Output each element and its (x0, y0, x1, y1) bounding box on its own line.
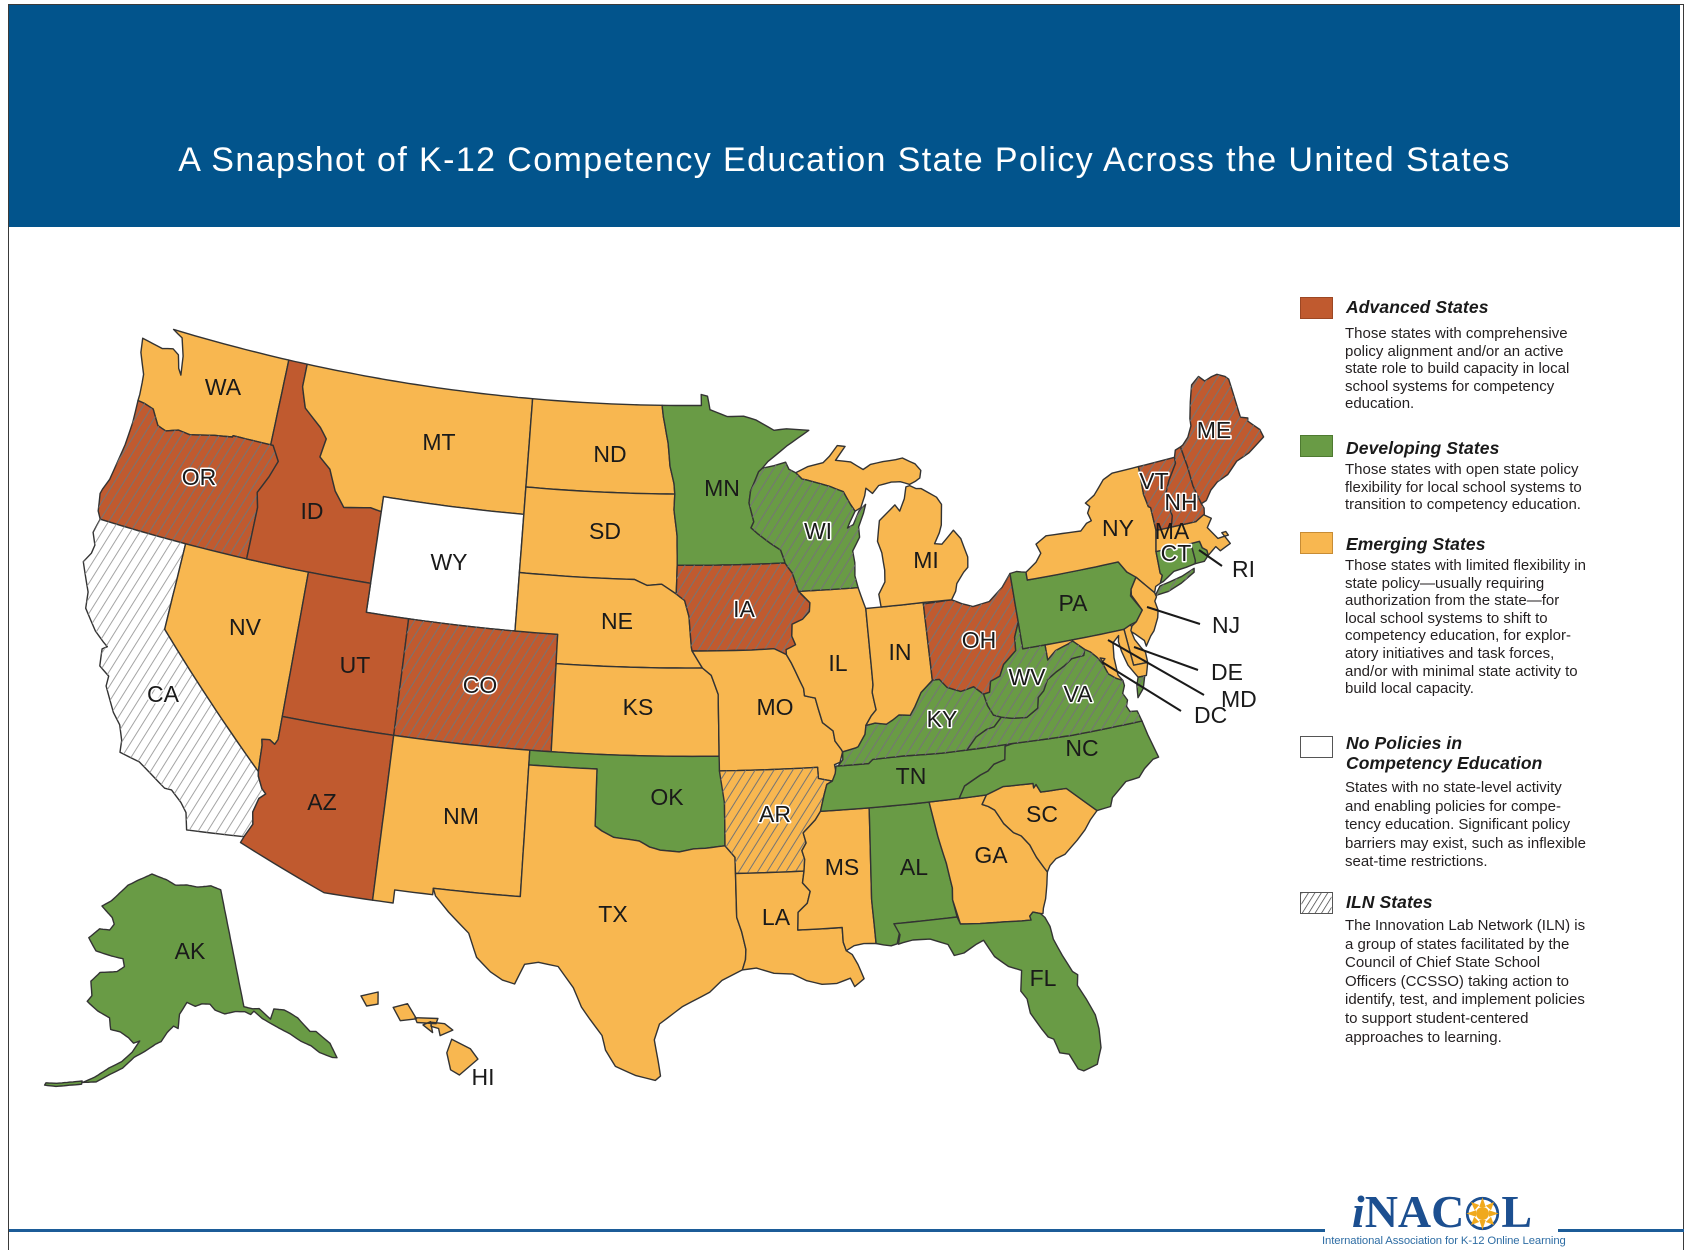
svg-text:LA: LA (762, 904, 791, 930)
svg-text:ME: ME (1197, 417, 1232, 443)
svg-text:VA: VA (1064, 681, 1094, 707)
svg-text:OK: OK (650, 784, 684, 810)
svg-text:SD: SD (589, 518, 621, 544)
svg-text:MI: MI (913, 547, 939, 573)
svg-text:NH: NH (1164, 489, 1197, 515)
svg-text:UT: UT (340, 652, 371, 678)
svg-text:KY: KY (927, 706, 958, 732)
svg-text:MD: MD (1221, 686, 1257, 712)
svg-text:DC: DC (1194, 702, 1227, 728)
svg-text:OR: OR (182, 464, 217, 490)
svg-text:TX: TX (598, 901, 627, 927)
svg-text:PA: PA (1059, 590, 1089, 616)
svg-text:MS: MS (825, 854, 860, 880)
svg-text:HI: HI (472, 1064, 495, 1090)
svg-text:NV: NV (229, 614, 262, 640)
svg-text:IL: IL (828, 650, 847, 676)
svg-text:IA: IA (733, 596, 755, 622)
svg-text:CO: CO (463, 672, 498, 698)
svg-text:ID: ID (301, 498, 324, 524)
svg-text:AL: AL (900, 854, 928, 880)
svg-text:NJ: NJ (1212, 612, 1240, 638)
svg-text:MO: MO (756, 694, 793, 720)
svg-text:MN: MN (704, 475, 740, 501)
svg-text:NC: NC (1065, 735, 1098, 761)
svg-text:MT: MT (422, 429, 455, 455)
svg-text:OH: OH (962, 627, 997, 653)
svg-text:WI: WI (804, 518, 832, 544)
svg-text:WY: WY (430, 549, 467, 575)
svg-text:IN: IN (889, 639, 912, 665)
svg-text:NM: NM (443, 803, 479, 829)
svg-text:AR: AR (759, 801, 791, 827)
svg-text:CA: CA (147, 681, 180, 707)
svg-text:SC: SC (1026, 801, 1058, 827)
svg-text:RI: RI (1232, 556, 1255, 582)
svg-text:GA: GA (974, 842, 1008, 868)
svg-text:WA: WA (205, 374, 242, 400)
svg-text:KS: KS (623, 694, 654, 720)
svg-text:ND: ND (593, 441, 626, 467)
svg-text:FL: FL (1030, 965, 1057, 991)
svg-text:NY: NY (1102, 515, 1134, 541)
svg-text:AK: AK (175, 938, 206, 964)
svg-text:NE: NE (601, 608, 633, 634)
svg-text:CT: CT (1161, 540, 1192, 566)
svg-text:WV: WV (1008, 664, 1046, 690)
svg-text:VT: VT (1139, 468, 1168, 494)
svg-text:TN: TN (896, 763, 927, 789)
svg-text:DE: DE (1211, 659, 1243, 685)
svg-text:AZ: AZ (307, 789, 336, 815)
svg-text:MA: MA (1155, 518, 1190, 544)
